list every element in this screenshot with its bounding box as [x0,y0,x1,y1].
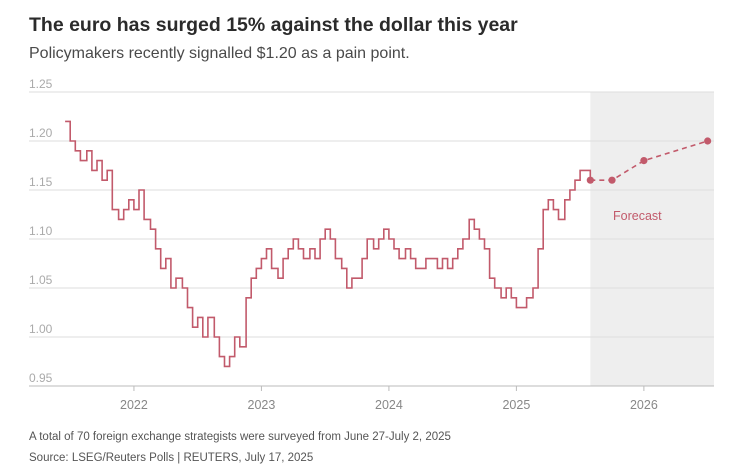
x-tick-label: 2023 [248,398,276,412]
forecast-point [640,157,648,165]
y-tick-label: 1.10 [29,224,53,238]
eurusd-line-chart: 0.95 1.00 1.05 1.10 1.15 1.20 1.25 2022 2023 2024… [29,77,714,412]
forecast-point [704,137,712,145]
x-tick-label: 2026 [630,398,658,412]
y-tick-label: 1.20 [29,126,53,140]
chart-subtitle: Policymakers recently signalled $1.20 as… [29,45,410,62]
y-tick-label: 0.95 [29,371,53,385]
source-note: Source: LSEG/Reuters Polls | REUTERS, Ju… [29,452,314,464]
y-tick-label: 1.15 [29,175,53,189]
chart-title: The euro has surged 15% against the doll… [29,14,518,36]
x-tick-label: 2024 [375,398,403,412]
forecast-label: Forecast [613,209,662,223]
x-tick-label: 2025 [502,398,530,412]
y-tick-label: 1.05 [29,273,53,287]
forecast-point [586,176,594,184]
forecast-point [608,176,616,184]
eurusd-series-line [65,120,592,368]
y-tick-label: 1.25 [29,77,53,91]
footnote: A total of 70 foreign exchange strategis… [29,431,451,443]
x-tick-label: 2022 [120,398,148,412]
forecast-series-line [590,140,708,181]
y-tick-label: 1.00 [29,322,53,336]
